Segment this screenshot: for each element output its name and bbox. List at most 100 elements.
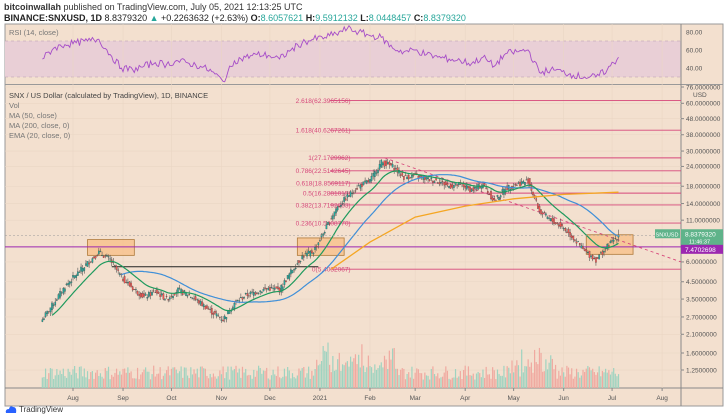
rsi-band <box>5 41 681 77</box>
volume-bar <box>559 375 562 388</box>
candle-body <box>535 198 538 201</box>
legend-item-vol[interactable]: Vol <box>9 101 20 110</box>
volume-bar <box>493 370 495 388</box>
candle-body <box>156 289 158 294</box>
candle-body <box>585 249 588 252</box>
volume-bar <box>575 368 578 388</box>
volume-bar <box>57 374 60 388</box>
volume-bar <box>70 374 72 388</box>
volume-bar <box>409 377 411 388</box>
volume-bar <box>482 369 484 388</box>
volume-bar <box>48 373 50 388</box>
volume-bar <box>521 349 523 388</box>
volume-bar <box>454 369 457 388</box>
candle-body <box>241 297 244 300</box>
candle-body <box>136 291 139 295</box>
volume-bar <box>421 373 423 388</box>
volume-bar <box>595 374 597 388</box>
volume-bar <box>261 373 263 388</box>
volume-bar <box>587 365 589 388</box>
candle-body <box>490 191 492 200</box>
volume-bar <box>188 378 190 388</box>
volume-bar <box>112 376 114 388</box>
candle-body <box>277 286 279 289</box>
candle-body <box>575 241 578 244</box>
volume-bar <box>132 378 134 388</box>
volume-bar <box>438 378 440 388</box>
volume-bar <box>459 371 461 388</box>
candle-body <box>314 247 316 250</box>
candle-body <box>75 275 78 278</box>
volume-bar <box>530 362 532 388</box>
candle-body <box>267 287 270 291</box>
candle-body <box>59 291 61 298</box>
volume-bar <box>385 359 387 388</box>
candle-body <box>207 308 210 310</box>
candle-body <box>273 287 276 290</box>
volume-bar <box>464 365 466 388</box>
candle-body <box>430 177 433 180</box>
candle-body <box>68 281 71 285</box>
y-tick-label: 38.0000000 <box>686 132 721 139</box>
volume-bar <box>191 374 194 388</box>
volume-bar <box>601 370 603 388</box>
volume-bar <box>222 366 224 388</box>
candle-body <box>525 179 528 181</box>
volume-bar <box>571 368 573 388</box>
volume-bar <box>106 370 108 388</box>
high-value: 9.5912132 <box>315 13 358 23</box>
candle-body <box>548 217 550 219</box>
candle-body <box>209 309 211 310</box>
volume-bar <box>391 348 394 388</box>
candle-body <box>73 275 76 278</box>
volume-bar <box>359 367 361 388</box>
candle-body <box>211 308 213 315</box>
volume-bar <box>259 367 261 388</box>
volume-bar <box>332 355 334 388</box>
candle-body <box>561 224 563 227</box>
volume-bar <box>143 369 145 388</box>
volume-bar <box>451 377 453 388</box>
volume-bar <box>177 373 179 388</box>
volume-bar <box>501 375 503 388</box>
volume-bar <box>216 378 218 388</box>
volume-bar <box>212 373 215 388</box>
volume-bar <box>564 376 566 388</box>
volume-bar <box>445 366 447 388</box>
x-tick-label: Oct <box>166 395 176 402</box>
volume-bar <box>285 376 287 388</box>
legend-item-ma50[interactable]: MA (50, close) <box>9 111 57 120</box>
candle-body <box>433 181 436 183</box>
ema20-line <box>51 170 619 316</box>
candle-body <box>240 297 242 298</box>
volume-bar <box>611 371 613 388</box>
volume-bar <box>532 372 534 388</box>
volume-bar <box>149 379 152 388</box>
candle-body <box>344 198 347 201</box>
volume-bar <box>529 366 531 388</box>
candle-body <box>356 188 358 190</box>
candle-body <box>411 175 413 178</box>
candle-body <box>269 287 271 291</box>
volume-bar <box>546 369 549 388</box>
volume-bar <box>462 370 465 388</box>
publisher[interactable]: bitcoinwallah <box>4 2 62 12</box>
legend-item-ema20[interactable]: EMA (20, close, 0) <box>9 131 71 140</box>
volume-bars <box>41 342 620 388</box>
candle-body <box>470 189 473 192</box>
candle-body <box>612 239 615 242</box>
tradingview-logo[interactable]: TradingView <box>5 405 63 414</box>
candle-body <box>365 180 368 184</box>
volume-bar <box>356 364 358 388</box>
volume-bar <box>299 370 302 388</box>
volume-bar <box>479 373 481 388</box>
candle-body <box>390 163 392 166</box>
candle-body <box>98 250 100 255</box>
volume-bar <box>569 374 571 388</box>
y-tick-label: 48.0000000 <box>686 116 721 123</box>
legend-item-ma200[interactable]: MA (200, close, 0) <box>9 121 70 130</box>
volume-bar <box>446 370 449 388</box>
ma200-line <box>330 191 619 270</box>
volume-bar <box>296 375 298 388</box>
